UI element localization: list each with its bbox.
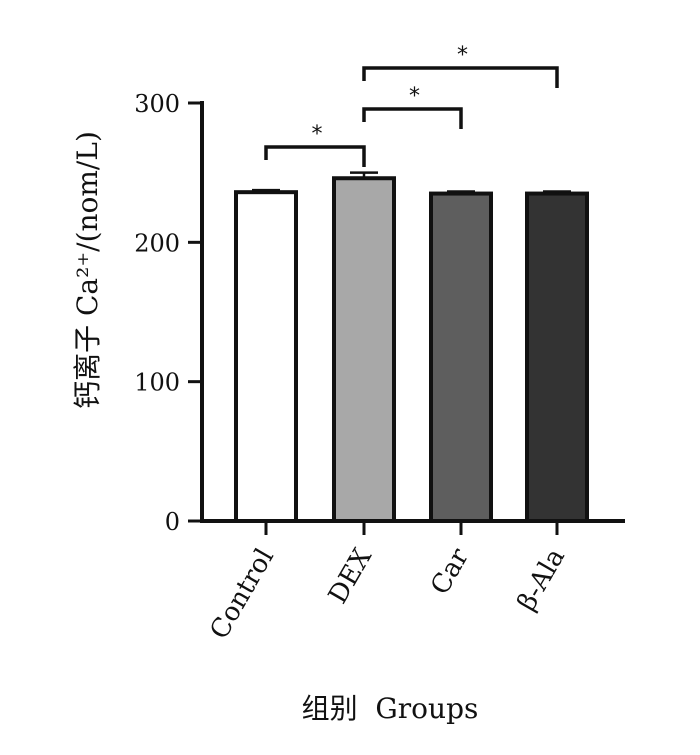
significance-bracket — [362, 107, 463, 129]
x-tick-label: β-Ala — [512, 544, 571, 617]
significance-bracket — [264, 145, 366, 167]
significance-star: * — [312, 122, 323, 147]
bar-control — [234, 190, 298, 523]
significance-star: * — [457, 43, 468, 68]
x-tick-label: Car — [425, 543, 475, 600]
bar-ala — [525, 191, 589, 523]
y-tick-label: 200 — [134, 229, 180, 257]
x-tick-label: Control — [205, 544, 281, 645]
y-tick-label: 0 — [165, 508, 180, 536]
x-axis-title: 组别 Groups — [302, 692, 479, 725]
bar-dex — [332, 176, 396, 524]
significance-layer: * * * — [264, 43, 559, 167]
bars-layer — [234, 171, 589, 524]
y-tick-label: 300 — [134, 90, 180, 118]
significance-star: * — [409, 84, 420, 109]
y-axis-title: 钙离子 Ca²⁺/(nom/L) — [71, 131, 104, 409]
significance-bracket — [362, 66, 559, 88]
y-tick-label: 100 — [134, 369, 180, 397]
x-tick-label: DEX — [323, 543, 378, 609]
bar-car — [429, 191, 493, 523]
